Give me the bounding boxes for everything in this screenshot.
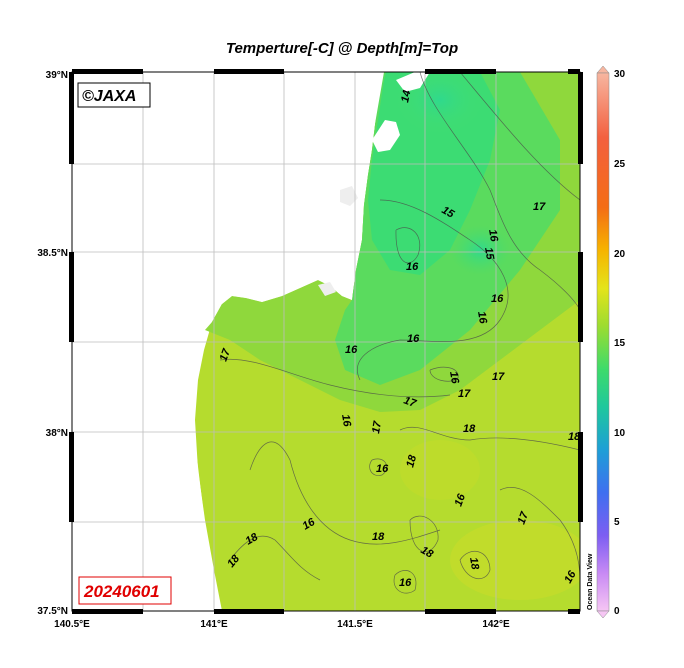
- contour-label: 17: [458, 388, 471, 400]
- contour-label: 14: [399, 89, 413, 103]
- lat-tick-label: 38°N: [46, 428, 68, 439]
- lon-tick-label: 141.5°E: [337, 619, 373, 630]
- contour-label: 18: [372, 531, 385, 543]
- lat-tick-label: 38.5°N: [37, 248, 68, 259]
- colorbar-bottom-arrow: [596, 610, 610, 619]
- grid: [72, 72, 580, 611]
- colorbar: 30 25 20 15 10 5 0: [596, 65, 626, 619]
- contour-label: 16: [406, 261, 419, 273]
- contour-label: 18: [568, 431, 581, 443]
- island-mid: [340, 186, 358, 206]
- contour-label: 16: [453, 492, 469, 508]
- contour-label: 16: [339, 413, 353, 428]
- contour-label: 17: [492, 371, 505, 383]
- contour-lines: [219, 72, 580, 594]
- contour-label: 18: [467, 556, 481, 571]
- colorbar-label: 30: [614, 69, 626, 80]
- credit-text: ©JAXA: [82, 88, 136, 105]
- lat-tick-label: 39°N: [46, 70, 68, 81]
- contour-label: 17: [370, 420, 384, 435]
- colorbar-label: 0: [614, 606, 620, 617]
- warm-patch-se: [450, 520, 580, 600]
- colorbar-label: 10: [614, 428, 626, 439]
- odv-watermark: Ocean Data View: [587, 553, 594, 610]
- contour-label: 17: [516, 510, 532, 526]
- map-title: Temperture[-C] @ Depth[m]=Top: [226, 40, 458, 57]
- contour-label: 16: [475, 310, 489, 325]
- date-stamp: 20240601: [83, 582, 160, 601]
- contour-label: 16: [491, 293, 504, 305]
- colorbar-label: 25: [614, 159, 626, 170]
- contour-label: 16: [407, 333, 420, 345]
- lon-tick-label: 140.5°E: [54, 619, 90, 630]
- contour-label: 16: [376, 463, 389, 475]
- contour-label: 17: [402, 395, 418, 411]
- lat-tick-label: 37.5°N: [37, 606, 68, 617]
- contour-label: 16: [486, 228, 500, 243]
- contour-label: 16: [345, 344, 358, 356]
- contour-label: 18: [404, 453, 419, 469]
- date-box: [78, 576, 172, 605]
- colorbar-label: 5: [614, 517, 620, 528]
- contour-label: 17: [218, 347, 234, 363]
- land-mask: [72, 72, 384, 611]
- lon-tick-label: 141°E: [200, 619, 228, 630]
- contour-label: 17: [533, 201, 546, 213]
- contour-label: 18: [463, 423, 476, 435]
- credit-box: [77, 82, 151, 108]
- border-bars: [69, 69, 583, 614]
- contour-label: 15: [482, 246, 496, 261]
- island-bay: [318, 282, 336, 296]
- contour-label: 16: [399, 577, 412, 589]
- island-north: [372, 120, 400, 152]
- warm-patch-center: [400, 440, 480, 500]
- sea-surface: 14 15 16 15 17 16 16 16 16 16 17 16 17 1…: [72, 72, 581, 611]
- colorbar-label: 20: [614, 249, 626, 260]
- contour-label: 16: [447, 370, 461, 385]
- colorbar-top-arrow: [596, 65, 610, 74]
- colorbar-scale: [596, 72, 610, 612]
- colorbar-label: 15: [614, 338, 626, 349]
- lon-tick-label: 142°E: [482, 619, 510, 630]
